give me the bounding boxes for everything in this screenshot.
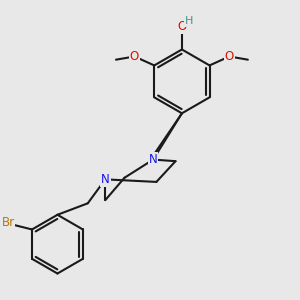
Text: O: O	[177, 20, 187, 33]
Text: N: N	[149, 153, 158, 166]
Text: O: O	[225, 50, 234, 63]
Text: N: N	[101, 173, 110, 186]
Text: H: H	[185, 16, 193, 26]
Text: Br: Br	[2, 216, 15, 229]
Text: O: O	[130, 50, 139, 63]
